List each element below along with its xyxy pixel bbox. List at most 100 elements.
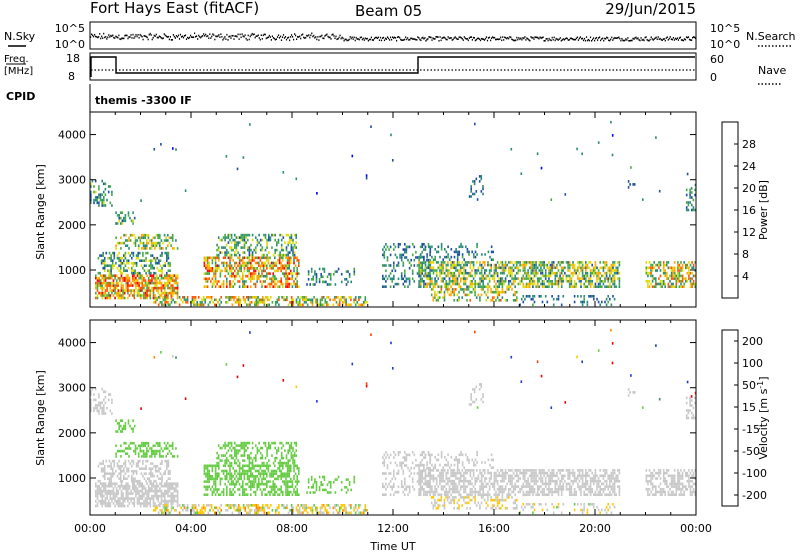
power-cell <box>612 277 614 280</box>
power-cell <box>310 298 312 302</box>
power-cell <box>469 263 472 267</box>
power-cell <box>585 263 587 267</box>
power-cell <box>306 303 309 307</box>
velocity-cell <box>258 482 260 486</box>
power-cell <box>617 269 619 272</box>
power-cell <box>303 301 306 304</box>
velocity-cell <box>103 467 106 470</box>
power-cell <box>402 282 405 286</box>
power-cell <box>577 261 579 264</box>
power-cell <box>125 286 128 290</box>
velocity-cell <box>120 455 122 458</box>
power-cell <box>168 274 171 277</box>
power-cell <box>594 269 597 272</box>
power-cell <box>96 286 99 290</box>
velocity-cell <box>98 484 100 488</box>
velocity-cell <box>140 472 143 475</box>
power-cell <box>388 274 390 278</box>
power-cell <box>248 272 250 275</box>
velocity-cell <box>172 499 174 503</box>
power-cell <box>128 276 131 280</box>
power-cell <box>232 274 234 278</box>
velocity-cell <box>135 487 137 490</box>
power-cell <box>335 296 338 299</box>
velocity-cell <box>141 489 144 493</box>
power-cell <box>533 261 536 264</box>
velocity-cell <box>274 482 276 486</box>
power-cell <box>593 295 595 298</box>
velocity-cell <box>127 419 130 422</box>
power-cell <box>527 261 529 264</box>
power-cell <box>159 274 161 277</box>
power-cell <box>470 187 472 191</box>
power-cell <box>262 261 265 265</box>
power-cell <box>230 298 232 302</box>
power-cell <box>673 271 676 275</box>
power-cell <box>166 254 168 257</box>
velocity-cell <box>133 497 136 500</box>
power-cell <box>327 296 330 299</box>
freq-label: Freq. <box>4 54 29 65</box>
power-cell <box>524 285 526 288</box>
power-cell <box>677 266 679 270</box>
noise-sample <box>236 35 238 38</box>
noise-sample <box>273 37 275 40</box>
power-cell <box>473 253 475 256</box>
velocity-cell <box>95 494 97 498</box>
velocity-cell <box>151 472 154 475</box>
power-cell <box>290 261 292 265</box>
velocity-cell <box>227 464 230 468</box>
power-cell <box>556 280 558 283</box>
noise-sample <box>433 38 435 40</box>
power-cell <box>612 274 614 278</box>
velocity-cell <box>214 475 217 478</box>
noise-sample <box>627 37 629 39</box>
power-cell <box>221 238 223 242</box>
power-cell <box>208 272 210 275</box>
power-cell <box>451 274 454 278</box>
power-cell <box>627 180 630 183</box>
velocity-cell <box>106 502 108 505</box>
velocity-cell <box>205 485 207 489</box>
velocity-cell <box>160 484 163 488</box>
power-cell <box>419 256 422 259</box>
power-cell <box>338 298 341 302</box>
power-cell <box>310 267 313 271</box>
power-cell <box>645 280 648 283</box>
velocity-cell <box>168 499 171 503</box>
noise-sample <box>515 39 517 42</box>
velocity-cell <box>155 497 158 500</box>
velocity-cell <box>99 404 102 407</box>
power-cell <box>383 285 386 288</box>
velocity-cell <box>119 430 122 433</box>
power-cell <box>154 244 156 247</box>
power-cell <box>421 245 424 249</box>
power-cell <box>153 256 155 260</box>
power-cell <box>218 285 220 288</box>
noise-sample <box>506 37 508 40</box>
power-cell <box>117 289 120 292</box>
power-cell <box>243 267 246 270</box>
power-cell <box>540 263 542 267</box>
power-cell <box>251 253 254 257</box>
power-cell <box>167 303 170 307</box>
velocity-cell <box>149 447 151 450</box>
power-cell <box>117 291 120 295</box>
power-cell <box>613 282 616 286</box>
power-cell <box>691 203 693 207</box>
power-cell <box>544 263 547 267</box>
power-cell <box>690 187 693 190</box>
power-cell <box>260 301 262 304</box>
power-cell <box>146 289 148 292</box>
power-cell <box>274 261 276 265</box>
power-cell <box>528 261 531 264</box>
power-cell <box>389 264 392 267</box>
power-cell <box>247 296 250 299</box>
power-cell <box>234 277 236 281</box>
power-cell <box>112 289 115 292</box>
power-cell <box>520 297 523 301</box>
noise-sample <box>629 40 631 42</box>
power-cell <box>572 263 574 267</box>
power-cell <box>605 263 608 267</box>
power-cell <box>688 271 690 275</box>
